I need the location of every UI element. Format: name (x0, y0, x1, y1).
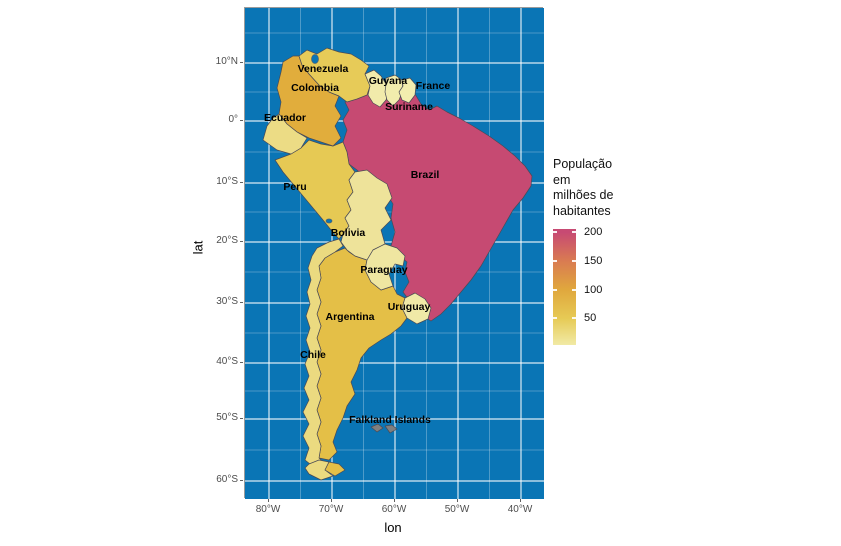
country-shape-suriname (384, 74, 404, 107)
country-shape-falkland-east (384, 424, 398, 434)
y-tick-label: 50°S (216, 412, 238, 423)
legend-tick-mark (553, 260, 557, 262)
y-tick-mark (240, 182, 243, 183)
lake-maracaibo-icon (311, 54, 319, 64)
x-tick-label: 80°W (255, 504, 281, 515)
country-shape-ecuador (262, 113, 308, 155)
country-label-venezuela: Venezuela (298, 63, 349, 75)
legend-tick-label: 200 (584, 226, 603, 238)
legend-colorbar (553, 229, 576, 345)
y-axis-title: lat (190, 240, 206, 255)
x-tick-mark (520, 499, 521, 502)
x-tick-label: 70°W (318, 504, 344, 515)
country-shape-paraguay (364, 243, 406, 291)
country-label-brazil: Brazil (411, 169, 440, 181)
y-tick-label: 10°N (215, 56, 238, 67)
y-tick-label: 60°S (216, 474, 238, 485)
legend-tick-label: 100 (584, 284, 603, 296)
y-tick-mark (240, 418, 243, 419)
y-tick-mark (240, 62, 243, 63)
country-label-guyana: Guyana (369, 75, 408, 87)
country-shape-guyana (364, 69, 390, 108)
y-tick-label: 0° (228, 114, 238, 125)
legend-tick-mark (572, 260, 576, 262)
x-tick-mark (331, 499, 332, 502)
y-tick-label: 10°S (216, 176, 238, 187)
y-tick-label: 30°S (216, 296, 238, 307)
country-label-uruguay: Uruguay (388, 301, 431, 313)
country-label-chile: Chile (300, 349, 326, 361)
x-tick-mark (394, 499, 395, 502)
country-label-peru: Peru (283, 181, 306, 193)
x-tick-mark (268, 499, 269, 502)
legend-title: População em milhões de habitantes (553, 157, 614, 218)
legend-tick-mark (572, 317, 576, 319)
country-label-colombia: Colombia (291, 82, 339, 94)
legend-tick-mark (553, 317, 557, 319)
legend-tick-label: 150 (584, 255, 603, 267)
country-shape-bolivia (340, 169, 393, 261)
x-axis-title: lon (384, 520, 402, 535)
legend-tick-label: 50 (584, 312, 597, 324)
y-tick-mark (240, 302, 243, 303)
country-label-france: France (416, 80, 451, 92)
y-tick-mark (240, 120, 243, 121)
y-tick-mark (240, 241, 243, 242)
legend-tick-mark (572, 289, 576, 291)
map-canvas: Brazil Colombia Argentina Peru Venezuela Chil… (245, 8, 544, 499)
country-label-paraguay: Paraguay (360, 264, 407, 276)
y-tick-label: 40°S (216, 356, 238, 367)
country-label-ecuador: Ecuador (264, 112, 306, 124)
x-tick-mark (457, 499, 458, 502)
x-tick-label: 60°W (381, 504, 407, 515)
country-label-suriname: Suriname (385, 101, 433, 113)
x-tick-label: 40°W (507, 504, 533, 515)
country-label-bolivia: Bolivia (331, 227, 366, 239)
country-shape-tierra-del-fuego-east (324, 461, 346, 477)
y-tick-label: 20°S (216, 235, 238, 246)
legend-tick-mark (553, 289, 557, 291)
y-tick-mark (240, 362, 243, 363)
country-label-argentina: Argentina (325, 311, 374, 323)
legend-tick-mark (572, 231, 576, 233)
lake-titicaca-icon (325, 218, 333, 224)
x-tick-label: 50°W (444, 504, 470, 515)
country-shape-falkland-west (370, 423, 384, 433)
legend-tick-mark (553, 231, 557, 233)
country-shape-france (398, 77, 417, 104)
map-panel: Brazil Colombia Argentina Peru Venezuela Chil… (244, 7, 544, 499)
country-shape-uruguay (401, 292, 432, 325)
y-tick-mark (240, 480, 243, 481)
country-label-falkland: Falkland Islands (349, 414, 431, 426)
country-shape-tierra-del-fuego-west (304, 459, 334, 481)
